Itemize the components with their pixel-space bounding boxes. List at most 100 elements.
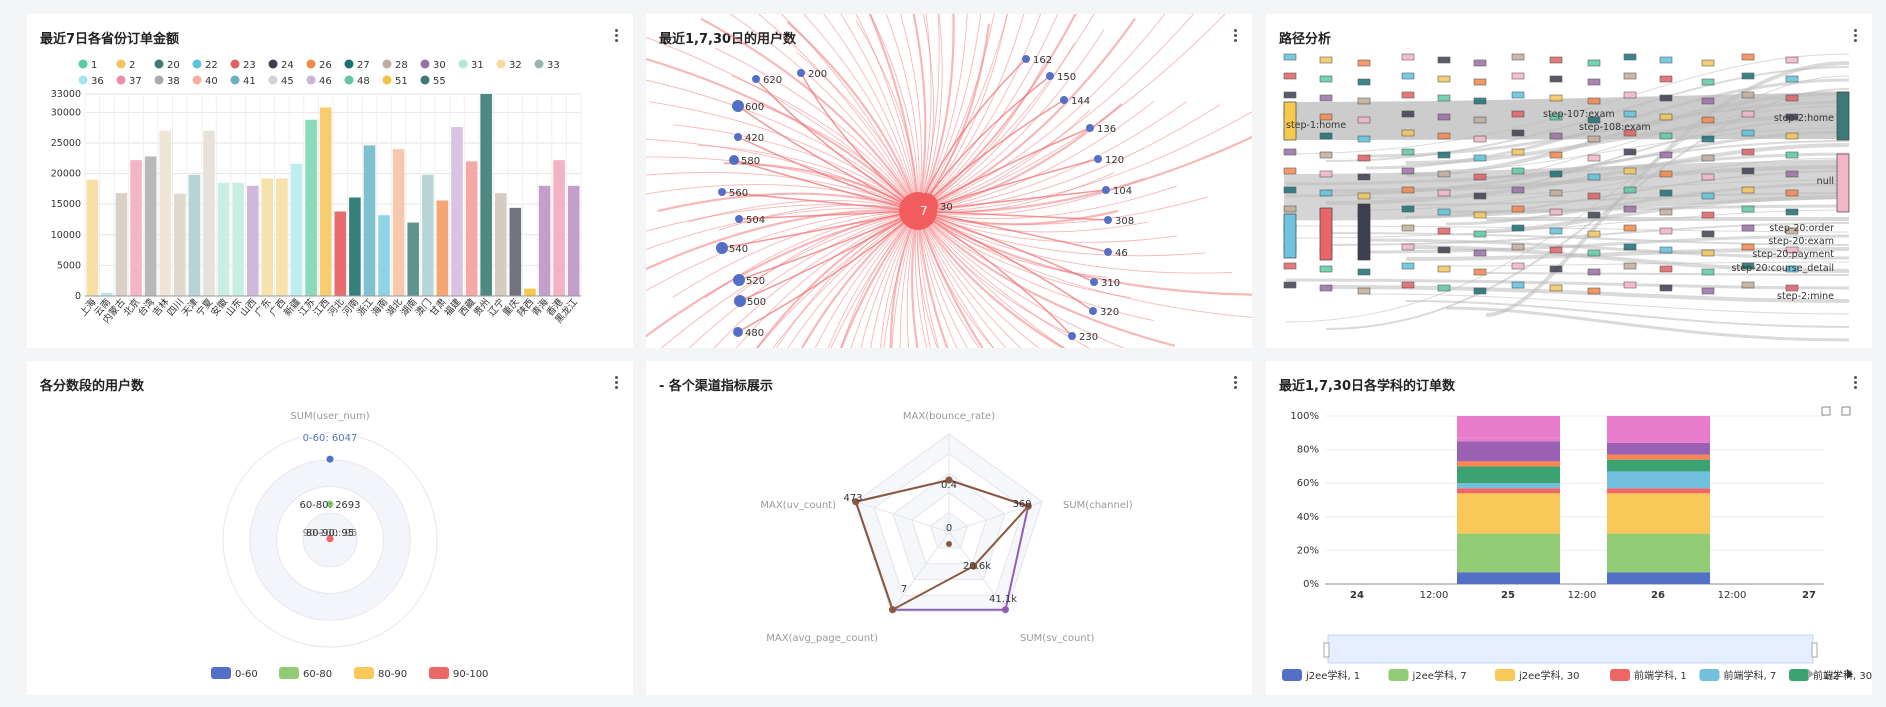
legend-label: 45	[281, 76, 294, 87]
sankey-node	[1741, 243, 1755, 251]
sankey-node	[1401, 129, 1415, 137]
sankey-node	[1473, 59, 1487, 67]
sankey-node	[1401, 110, 1415, 118]
sankey-node	[1283, 262, 1297, 270]
sankey-node	[1549, 227, 1563, 235]
radar-value-label: 7	[901, 584, 907, 595]
graph-edge	[917, 210, 1109, 253]
sankey-node-label: step-1:home	[1286, 120, 1346, 131]
bar	[524, 288, 536, 296]
graph-node-label: 136	[1097, 124, 1116, 135]
bar	[130, 160, 142, 296]
bar	[159, 130, 172, 296]
legend-label: 32	[509, 60, 522, 71]
sankey-node	[1741, 224, 1755, 232]
legend-marker	[192, 59, 202, 69]
legend-label: 80-90	[378, 669, 407, 680]
sankey-node	[1659, 208, 1673, 216]
sankey-flow	[1325, 222, 1850, 246]
sankey-node	[1741, 72, 1755, 80]
bar	[246, 185, 259, 296]
x-tick-label: 12:00	[1718, 590, 1747, 601]
sankey-node	[1437, 227, 1451, 235]
y-tick-label: 40%	[1297, 512, 1319, 523]
graph-edge	[917, 210, 1125, 348]
legend-label: 31	[471, 60, 484, 71]
sankey-node	[1437, 132, 1451, 140]
sankey-node	[1437, 246, 1451, 254]
bar	[174, 193, 186, 296]
more-menu-icon[interactable]	[615, 376, 619, 390]
sankey-node	[1623, 129, 1637, 137]
radar-axis	[890, 531, 950, 612]
graph-edge	[850, 210, 919, 348]
graph-edge	[917, 14, 935, 212]
sankey-node	[1623, 110, 1637, 118]
x-tick-label: 12:00	[1420, 590, 1449, 601]
graph-edge	[917, 57, 1048, 212]
sankey-node	[1701, 154, 1715, 162]
legend-marker	[306, 75, 316, 85]
sankey-node-label: step-2:mine	[1777, 291, 1834, 302]
sankey-node-label: step-108:exam	[1579, 122, 1651, 133]
graph-edge	[737, 136, 919, 212]
bar	[290, 163, 303, 296]
more-menu-icon[interactable]	[615, 29, 619, 43]
graph-node-label: 144	[1071, 96, 1090, 107]
graph-edge	[646, 209, 919, 271]
sankey-flow	[1405, 91, 1850, 177]
sankey-node	[1357, 192, 1371, 200]
more-menu-icon[interactable]	[1234, 29, 1238, 43]
graph-edge	[885, 14, 920, 212]
bar	[553, 160, 565, 296]
sankey-node	[1511, 186, 1525, 194]
graph-edge	[917, 14, 1095, 212]
sankey-flow	[1405, 192, 1850, 206]
graph-edge	[917, 210, 1252, 318]
sankey-node	[1587, 211, 1601, 219]
graph-edge	[916, 210, 938, 348]
sankey-node	[1701, 59, 1715, 67]
sankey-node	[1587, 268, 1601, 276]
graph-edge	[750, 100, 919, 212]
bar	[378, 215, 390, 296]
sankey-node	[1701, 249, 1715, 257]
sankey-node	[1785, 170, 1799, 178]
legend-label: 0-60	[235, 669, 258, 680]
graph-node	[733, 274, 745, 286]
graph-edge	[917, 14, 1226, 212]
graph-edge	[917, 210, 968, 348]
panel-title: 最近1,7,30日的用户数	[659, 32, 797, 47]
sankey-node	[1549, 94, 1563, 102]
sankey-node	[1357, 173, 1371, 181]
stacked-bar-segment	[1607, 439, 1710, 443]
sankey-node	[1319, 113, 1333, 121]
graph-edge	[780, 14, 919, 212]
sankey-node	[1473, 116, 1487, 124]
sankey-node	[1587, 116, 1601, 124]
stacked-bar-segment	[1457, 466, 1560, 484]
graph-edge	[917, 135, 1252, 213]
channel-radar-chart: MAX(bounce_rate) SUM(channel) SUM(sv_count…	[760, 411, 1132, 644]
x-tick-label: 25	[1501, 590, 1515, 601]
more-menu-icon[interactable]	[1234, 376, 1238, 390]
sankey-node	[1319, 207, 1333, 261]
stacked-bar-segment	[1457, 533, 1560, 573]
sankey-node-label: step-20:order	[1769, 223, 1834, 234]
more-menu-icon[interactable]	[1854, 29, 1858, 43]
sankey-node	[1511, 91, 1525, 99]
sankey-node	[1587, 135, 1601, 143]
sankey-node	[1473, 78, 1487, 86]
data-zoom-handle	[1323, 642, 1330, 658]
legend-marker	[496, 59, 506, 69]
y-tick-label: 100%	[1290, 411, 1319, 422]
sankey-node	[1659, 113, 1673, 121]
graph-edge	[738, 210, 919, 220]
sankey-node	[1587, 249, 1601, 257]
more-menu-icon[interactable]	[1854, 376, 1858, 390]
stacked-bar-segment	[1457, 437, 1560, 442]
y-tick-label: 25000	[51, 138, 81, 149]
sankey-node	[1401, 243, 1415, 251]
stacked-bar-segment	[1457, 572, 1560, 584]
graph-edge	[917, 18, 1136, 213]
